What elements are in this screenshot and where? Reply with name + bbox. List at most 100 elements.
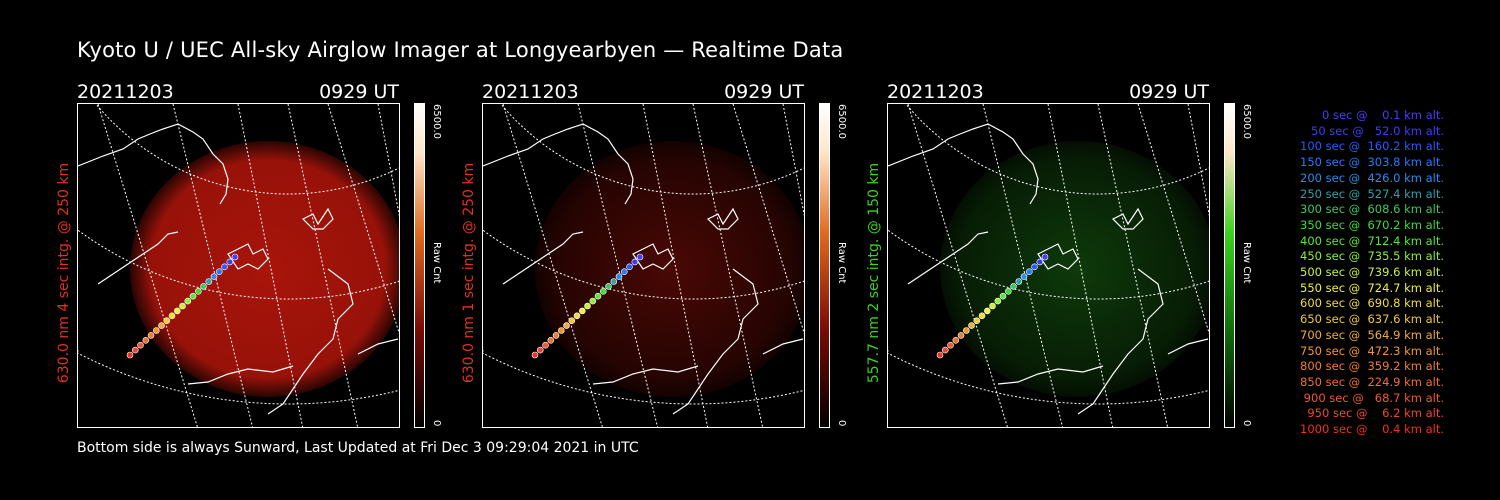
trajectory-point	[168, 312, 176, 320]
panel-time: 0929 UT	[724, 81, 804, 103]
trajectory-point	[226, 258, 234, 266]
legend-row: 900 sec @ 68.7 km alt.	[1300, 390, 1444, 405]
colorbar-max: 6500.0	[431, 104, 442, 139]
trajectory-point	[163, 317, 171, 324]
colorbar-max: 6500.0	[1241, 104, 1252, 139]
page-title: Kyoto U / UEC All-sky Airglow Imager at …	[77, 38, 844, 62]
footer-note: Bottom side is always Sunward, Last Upda…	[77, 440, 639, 456]
trajectory	[126, 253, 239, 359]
trajectory-point	[231, 253, 239, 261]
allsky-image	[482, 103, 805, 428]
trajectory-point	[1005, 288, 1012, 295]
trajectory-point	[579, 307, 586, 315]
trajectory-point	[542, 341, 549, 349]
panel-ylabel: 630.0 nm 4 sec intg. @ 250 km	[56, 162, 72, 384]
legend-row: 550 sec @ 724.7 km alt.	[1296, 280, 1444, 295]
coastline	[483, 123, 804, 415]
trajectory-point	[558, 327, 565, 334]
trajectory-point	[210, 273, 218, 280]
panel-date: 20211203	[77, 81, 174, 103]
trajectory-point	[973, 317, 981, 324]
trajectory-point	[184, 297, 192, 305]
legend-row: 450 sec @ 735.5 km alt.	[1296, 249, 1444, 264]
trajectory-point	[605, 283, 612, 290]
trajectory-point	[1031, 263, 1038, 271]
trajectory-point	[174, 307, 181, 315]
legend-row: 1000 sec @ 0.4 km alt.	[1300, 422, 1444, 437]
legend-row: 0 sec @ 0.1 km alt.	[1311, 108, 1444, 122]
legend-row: 200 sec @ 426.0 km alt.	[1296, 170, 1444, 185]
trajectory-point	[1020, 273, 1028, 280]
colorbar-unit: Raw Cnt	[1241, 242, 1252, 284]
trajectory-point	[626, 263, 633, 271]
coastline	[78, 123, 399, 415]
graticule	[483, 104, 804, 427]
trajectory-point	[216, 268, 223, 275]
colorbar	[819, 103, 830, 428]
trajectory-point	[573, 312, 581, 320]
graticule	[78, 104, 399, 427]
panel-time: 0929 UT	[319, 81, 399, 103]
trajectory-point	[584, 302, 591, 310]
panel-ylabel: 630.0 nm 1 sec intg. @ 250 km	[461, 162, 477, 384]
trajectory-point	[1041, 253, 1049, 261]
trajectory-point	[1036, 258, 1044, 266]
trajectory-point	[999, 292, 1007, 300]
legend-row: 650 sec @ 637.6 km alt.	[1296, 312, 1444, 327]
trajectory-point	[189, 292, 197, 300]
trajectory-point	[1010, 283, 1017, 290]
trajectory-point	[158, 322, 165, 329]
legend-row: 500 sec @ 739.6 km alt.	[1296, 265, 1444, 280]
trajectory-point	[536, 346, 544, 354]
legend-row: 850 sec @ 224.9 km alt.	[1296, 374, 1444, 389]
trajectory-point	[568, 317, 576, 324]
trajectory-point	[968, 322, 975, 329]
legend-row: 150 sec @ 303.8 km alt.	[1296, 155, 1444, 170]
legend-row: 950 sec @ 6.2 km alt.	[1303, 406, 1444, 421]
legend-row: 750 sec @ 472.3 km alt.	[1296, 343, 1444, 358]
trajectory-point	[131, 346, 139, 354]
legend-row: 700 sec @ 564.9 km alt.	[1296, 327, 1444, 342]
colorbar	[414, 103, 425, 428]
trajectory-point	[531, 351, 539, 359]
panel-date: 20211203	[887, 81, 984, 103]
colorbar-unit: Raw Cnt	[836, 242, 847, 284]
graticule	[888, 104, 1209, 427]
colorbar-zero: 0	[1241, 420, 1252, 427]
trajectory-point	[615, 273, 623, 280]
trajectory-point	[957, 332, 965, 339]
legend-row: 300 sec @ 608.6 km alt.	[1296, 202, 1444, 217]
airglow-disc	[940, 141, 1209, 397]
trajectory-point	[600, 288, 607, 295]
airglow-disc	[535, 141, 804, 397]
airglow-disc	[130, 141, 399, 397]
trajectory-point	[1026, 268, 1033, 275]
trajectory	[936, 253, 1049, 359]
coastline	[888, 123, 1209, 415]
colorbar-zero: 0	[431, 420, 442, 427]
trajectory-point	[936, 351, 944, 359]
trajectory-point	[963, 327, 970, 334]
trajectory-point	[153, 327, 160, 334]
trajectory-point	[994, 297, 1002, 305]
trajectory-point	[547, 337, 555, 344]
colorbar-zero: 0	[836, 420, 847, 427]
trajectory-point	[594, 292, 602, 300]
trajectory-point	[989, 302, 996, 310]
colorbar-unit: Raw Cnt	[431, 242, 442, 284]
legend-row: 50 sec @ 52.0 km alt.	[1303, 123, 1444, 138]
panel-date: 20211203	[482, 81, 579, 103]
trajectory-point	[195, 288, 202, 295]
legend-row: 100 sec @ 160.2 km alt.	[1296, 139, 1444, 154]
trajectory-point	[978, 312, 986, 320]
trajectory-point	[610, 278, 618, 285]
trajectory-point	[179, 302, 186, 310]
trajectory	[531, 253, 644, 359]
legend-row: 250 sec @ 527.4 km alt.	[1296, 186, 1444, 201]
trajectory-point	[200, 283, 207, 290]
trajectory-point	[205, 278, 213, 285]
allsky-image	[887, 103, 1210, 428]
trajectory-point	[126, 351, 134, 359]
trajectory-point	[563, 322, 570, 329]
trajectory-point	[941, 346, 949, 354]
